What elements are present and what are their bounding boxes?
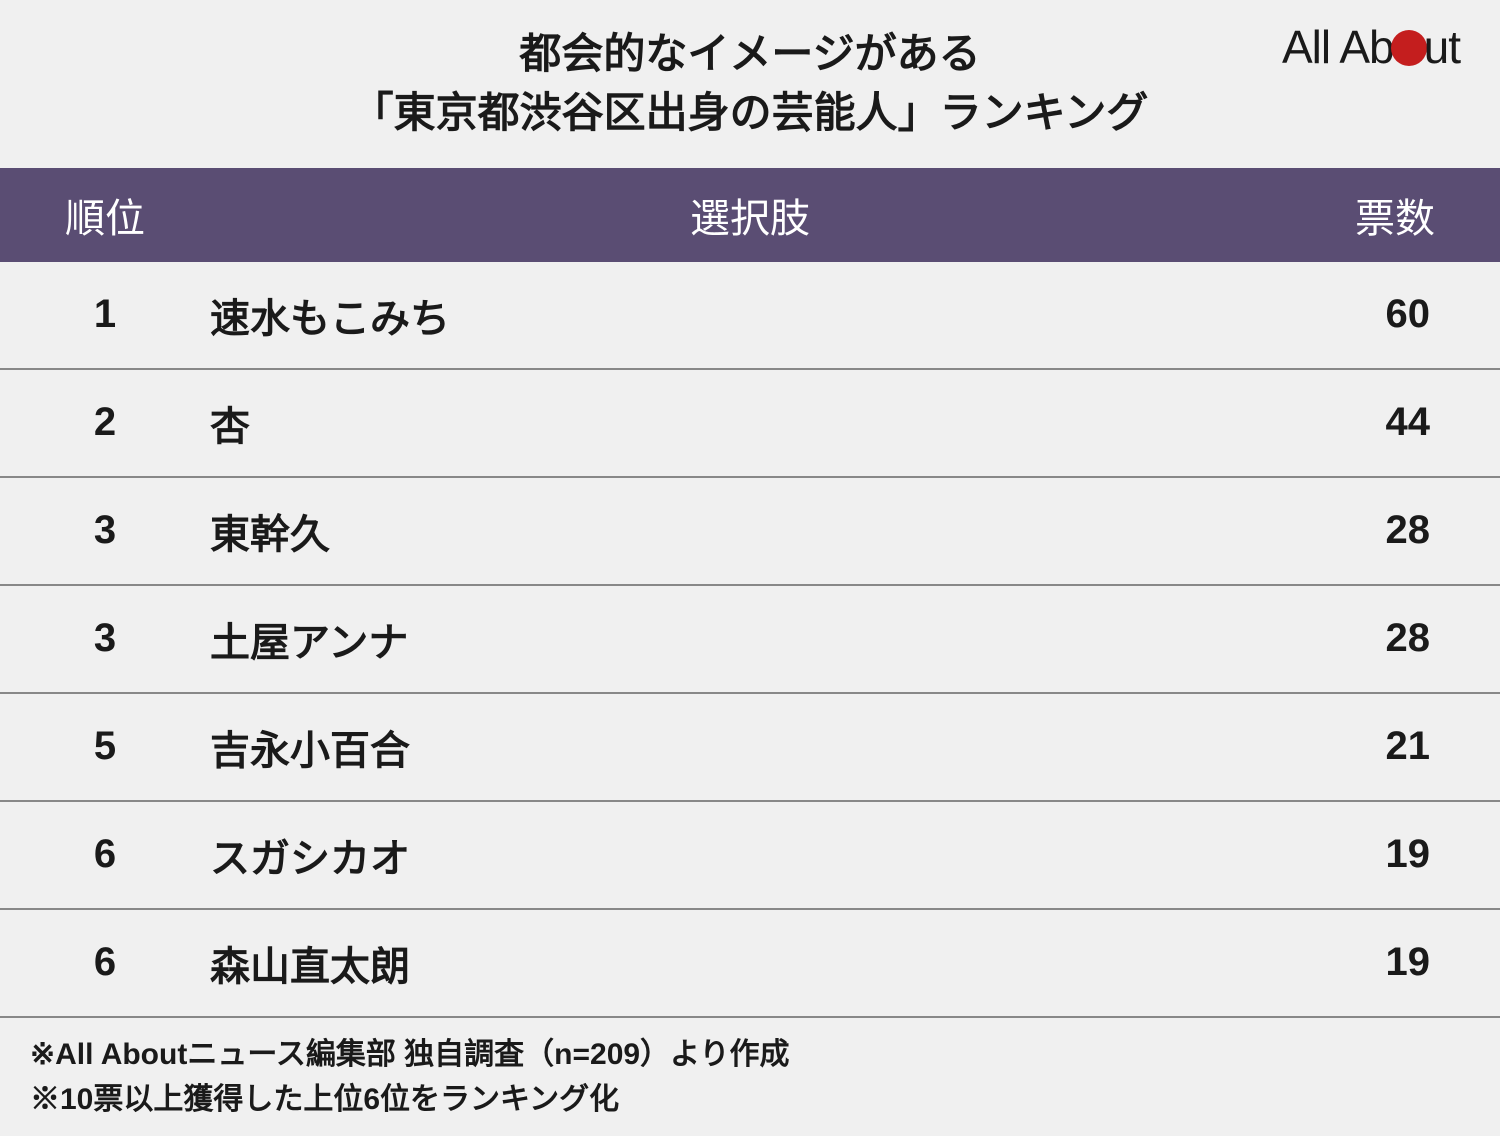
cell-name: スガシカオ bbox=[210, 826, 1290, 884]
table-header-row: 順位 選択肢 票数 bbox=[0, 168, 1500, 262]
cell-votes: 44 bbox=[1290, 400, 1500, 445]
footer-notes: ※All Aboutニュース編集部 独自調査（n=209）より作成 ※10票以上… bbox=[0, 1018, 1500, 1136]
cell-rank: 3 bbox=[0, 616, 210, 661]
table-row: 3東幹久28 bbox=[0, 478, 1500, 586]
footer-line-2: ※10票以上獲得した上位6位をランキング化 bbox=[30, 1077, 1470, 1122]
cell-rank: 2 bbox=[0, 400, 210, 445]
table-row: 6森山直太朗19 bbox=[0, 910, 1500, 1018]
title-line-1: 都会的なイメージがある bbox=[40, 25, 1460, 84]
title-line-2: 「東京都渋谷区出身の芸能人」ランキング bbox=[40, 84, 1460, 143]
cell-name: 森山直太朗 bbox=[210, 934, 1290, 992]
cell-name: 吉永小百合 bbox=[210, 718, 1290, 776]
cell-name: 速水もこみち bbox=[210, 286, 1290, 344]
brand-logo: All Ab ut bbox=[1282, 20, 1460, 74]
footer-line-1: ※All Aboutニュース編集部 独自調査（n=209）より作成 bbox=[30, 1032, 1470, 1077]
logo-text-after: ut bbox=[1424, 21, 1460, 73]
cell-votes: 28 bbox=[1290, 508, 1500, 553]
column-header-name: 選択肢 bbox=[210, 186, 1290, 244]
cell-votes: 19 bbox=[1290, 940, 1500, 985]
column-header-votes: 票数 bbox=[1290, 186, 1500, 244]
cell-rank: 6 bbox=[0, 832, 210, 877]
cell-votes: 21 bbox=[1290, 724, 1500, 769]
cell-name: 東幹久 bbox=[210, 502, 1290, 560]
cell-name: 杏 bbox=[210, 394, 1290, 452]
cell-votes: 19 bbox=[1290, 832, 1500, 877]
cell-name: 土屋アンナ bbox=[210, 610, 1290, 668]
cell-rank: 3 bbox=[0, 508, 210, 553]
cell-votes: 60 bbox=[1290, 292, 1500, 337]
table-row: 1速水もこみち60 bbox=[0, 262, 1500, 370]
ranking-container: All Ab ut 都会的なイメージがある 「東京都渋谷区出身の芸能人」ランキング… bbox=[0, 0, 1500, 1042]
table-row: 2杏44 bbox=[0, 370, 1500, 478]
logo-dot-icon bbox=[1391, 30, 1427, 66]
cell-rank: 5 bbox=[0, 724, 210, 769]
cell-rank: 1 bbox=[0, 292, 210, 337]
cell-votes: 28 bbox=[1290, 616, 1500, 661]
header-section: All Ab ut 都会的なイメージがある 「東京都渋谷区出身の芸能人」ランキング bbox=[0, 0, 1500, 168]
table-row: 5吉永小百合21 bbox=[0, 694, 1500, 802]
table-row: 3土屋アンナ28 bbox=[0, 586, 1500, 694]
cell-rank: 6 bbox=[0, 940, 210, 985]
table-body: 1速水もこみち602杏443東幹久283土屋アンナ285吉永小百合216スガシカ… bbox=[0, 262, 1500, 1018]
table-row: 6スガシカオ19 bbox=[0, 802, 1500, 910]
logo-text-before: All Ab bbox=[1282, 21, 1394, 73]
column-header-rank: 順位 bbox=[0, 186, 210, 244]
page-title: 都会的なイメージがある 「東京都渋谷区出身の芸能人」ランキング bbox=[40, 25, 1460, 143]
